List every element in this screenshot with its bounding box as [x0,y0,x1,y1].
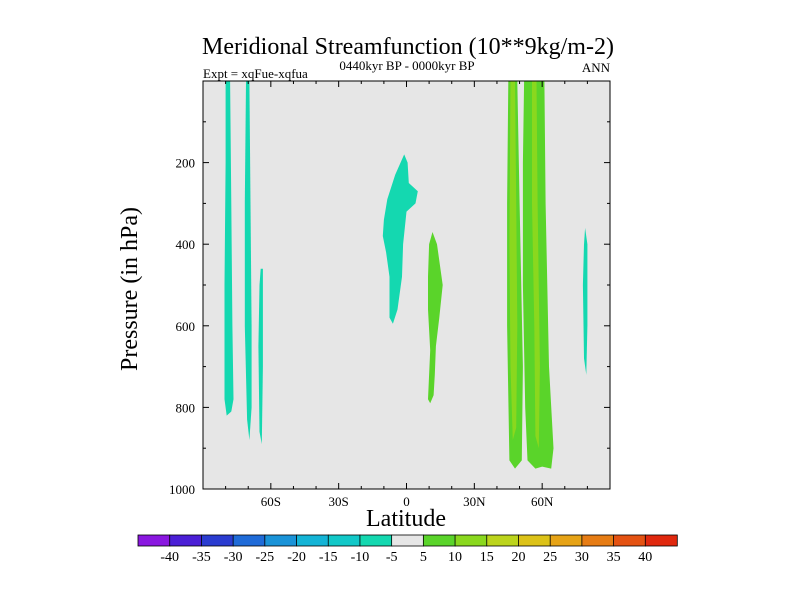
colorbar-label: -15 [319,550,338,565]
plot-area: 60S 30S 0 30N 60N 200 400 600 800 1000 [169,80,611,509]
x-tick-label: 0 [403,494,410,509]
colorbar-swatch [518,534,551,547]
colorbar-label: 35 [607,550,621,565]
contour-neg-tropical-cell [382,154,418,324]
colorbar-swatch [391,534,425,547]
colorbar-swatch [581,534,615,547]
colorbar-swatch [644,534,678,547]
contour-neg-band-north [582,227,588,375]
colorbar-label: 20 [511,550,525,565]
colorbar-swatch [169,534,203,547]
y-tick-label: 200 [176,156,196,171]
colorbar-label: 25 [543,550,557,565]
colorbar-swatch [232,534,266,547]
colorbar-label: 15 [480,550,494,565]
colorbar-swatch [201,534,234,547]
colorbar-label: 40 [638,550,652,565]
x-tick-label: 30S [329,494,349,509]
contour-regions [224,81,588,469]
x-axis-label: Latitude [366,506,446,532]
y-axis-label: Pressure (in hPa) [117,207,143,371]
colorbar-swatch [296,534,329,547]
contour-neg-band-1 [224,81,234,416]
y-tick-label: 400 [176,237,196,252]
colorbar-swatch [454,534,488,547]
colorbar-label: -35 [192,550,211,565]
colorbar-swatch [359,534,393,547]
colorbar-swatch [264,534,298,547]
contour-pos-core-east [532,81,540,449]
colorbar-label: -20 [287,550,306,565]
colorbar-swatch [422,534,456,547]
contour-pos-tropical-cell [428,232,443,404]
contour-pos-core-west [509,81,518,440]
colorbar-label: 10 [448,550,462,565]
y-tick-label: 800 [176,400,196,415]
colorbar-label: 30 [575,550,589,565]
chart-title: Meridional Streamfunction (10**9kg/m-2) [202,34,614,60]
x-tick-label: 30N [463,494,486,509]
colorbar-label: -25 [255,550,274,565]
colorbar-label: -30 [224,550,243,565]
axis-ticks: 60S 30S 0 30N 60N 200 400 600 800 1000 [169,81,611,509]
colorbar-label: -40 [160,550,179,565]
x-tick-label: 60N [531,494,554,509]
colorbar-label: -5 [386,550,398,565]
colorbar-swatch [549,534,583,547]
chart-subtitle: 0440kyr BP - 0000kyr BP [339,58,474,73]
colorbar-label: 5 [420,550,427,565]
contour-neg-band-3 [258,268,263,445]
contour-neg-band-2 [244,81,252,440]
y-tick-label: 1000 [169,482,195,497]
colorbar-swatch [613,534,647,547]
colorbar-swatch [137,534,171,547]
colorbar-label: -10 [351,550,370,565]
x-tick-label: 60S [261,494,281,509]
colorbar-swatch [486,534,520,547]
season-label: ANN [582,60,611,75]
colorbar: -40 -35 -30 -25 -20 -15 -10 -5 5 10 15 20 25 30 35 40 [137,534,678,565]
y-tick-label: 600 [176,319,196,334]
experiment-label: Expt = xqFue-xqfua [203,66,308,81]
colorbar-swatch [327,534,361,547]
